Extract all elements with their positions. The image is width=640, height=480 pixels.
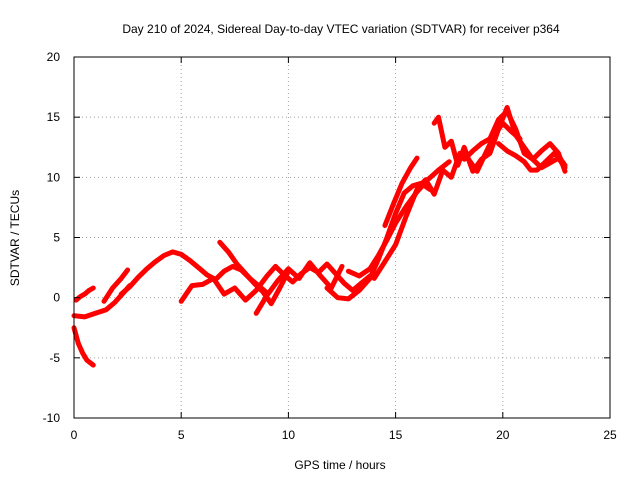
x-tick-label: 5 [178, 428, 185, 442]
series-trace-12 [382, 155, 420, 228]
y-tick-label: -10 [43, 411, 61, 425]
series-trace-14 [461, 108, 568, 174]
series-trace-10 [345, 159, 452, 279]
series-trace-15 [496, 141, 568, 173]
y-axis-label: SDTVAR / TECUs [8, 190, 22, 286]
data-layer [71, 105, 568, 368]
axis-layer: 0 5 10 15 20 25 -10 -5 0 5 10 15 20 [43, 50, 617, 442]
x-tick-label: 10 [282, 428, 296, 442]
x-tick-label: 0 [71, 428, 78, 442]
series-trace-4 [101, 267, 131, 304]
y-tick-label: 5 [53, 231, 60, 245]
series-trace-1 [71, 325, 96, 368]
series-trace-8 [253, 260, 345, 316]
chart-title: Day 210 of 2024, Sidereal Day-to-day VTE… [122, 22, 560, 36]
x-tick-label: 15 [389, 428, 403, 442]
y-tick-label: 10 [47, 170, 61, 184]
y-tick-label: 15 [47, 110, 61, 124]
x-tick-label: 25 [603, 428, 617, 442]
series-trace-7 [217, 239, 291, 307]
y-tick-label: 0 [53, 291, 60, 305]
y-tick-label: 20 [47, 50, 61, 64]
x-tick-label: 20 [496, 428, 510, 442]
x-axis-label: GPS time / hours [294, 458, 385, 472]
y-tick-label: -5 [49, 351, 60, 365]
